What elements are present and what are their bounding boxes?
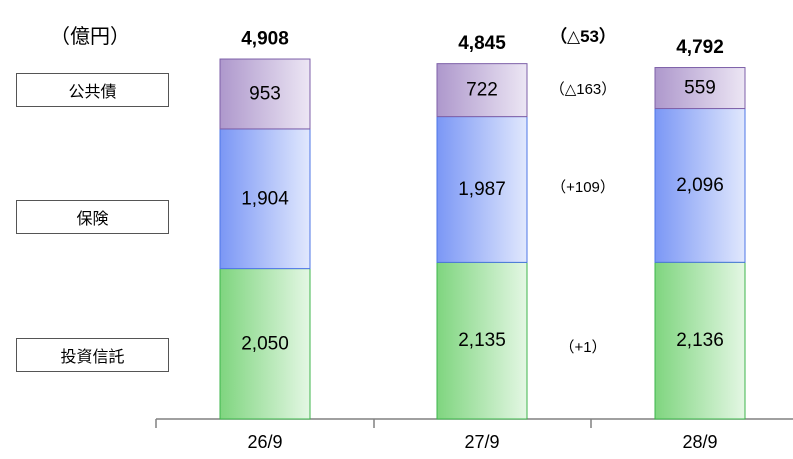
bar-public-bonds-1 — [219, 58, 311, 130]
total-label-2: 4,845 — [458, 33, 506, 54]
bar-insurance-1 — [219, 128, 311, 270]
change-label-total: （△53） — [550, 27, 616, 46]
bar-investment-trust-3 — [654, 261, 746, 420]
value-label-investment-trust-1: 2,050 — [241, 333, 289, 354]
value-label-insurance-2: 1,987 — [458, 179, 506, 200]
change-label-investment-trust: （+1） — [559, 339, 607, 356]
x-tick-label-1: 26/9 — [247, 432, 282, 452]
unit-label: （億円） — [50, 26, 130, 48]
value-label-insurance-3: 2,096 — [676, 175, 724, 196]
value-label-public-bonds-2: 722 — [466, 80, 498, 101]
value-label-insurance-1: 1,904 — [241, 188, 289, 209]
legend-item-investment-trust: 投資信託 — [16, 338, 169, 372]
bar-public-bonds-3 — [654, 67, 746, 110]
total-label-3: 4,792 — [676, 37, 724, 58]
x-axis — [155, 418, 793, 428]
change-label-insurance: （+109） — [551, 179, 615, 196]
value-label-public-bonds-3: 559 — [684, 78, 716, 99]
bar-investment-trust-1 — [219, 268, 311, 420]
x-tick-label-2: 27/9 — [464, 432, 499, 452]
bar-insurance-3 — [654, 108, 746, 263]
value-label-investment-trust-2: 2,135 — [458, 330, 506, 351]
value-label-public-bonds-1: 953 — [249, 83, 281, 104]
x-tick-label-3: 28/9 — [682, 432, 717, 452]
value-label-investment-trust-3: 2,136 — [676, 330, 724, 351]
bar-insurance-2 — [436, 116, 528, 263]
bar-public-bonds-2 — [436, 63, 528, 118]
total-label-1: 4,908 — [241, 29, 289, 50]
change-label-public-bonds: （△163） — [549, 81, 617, 98]
legend-item-insurance: 保険 — [16, 200, 169, 234]
legend-item-public-bonds: 公共債 — [16, 73, 169, 107]
bar-investment-trust-2 — [436, 261, 528, 420]
